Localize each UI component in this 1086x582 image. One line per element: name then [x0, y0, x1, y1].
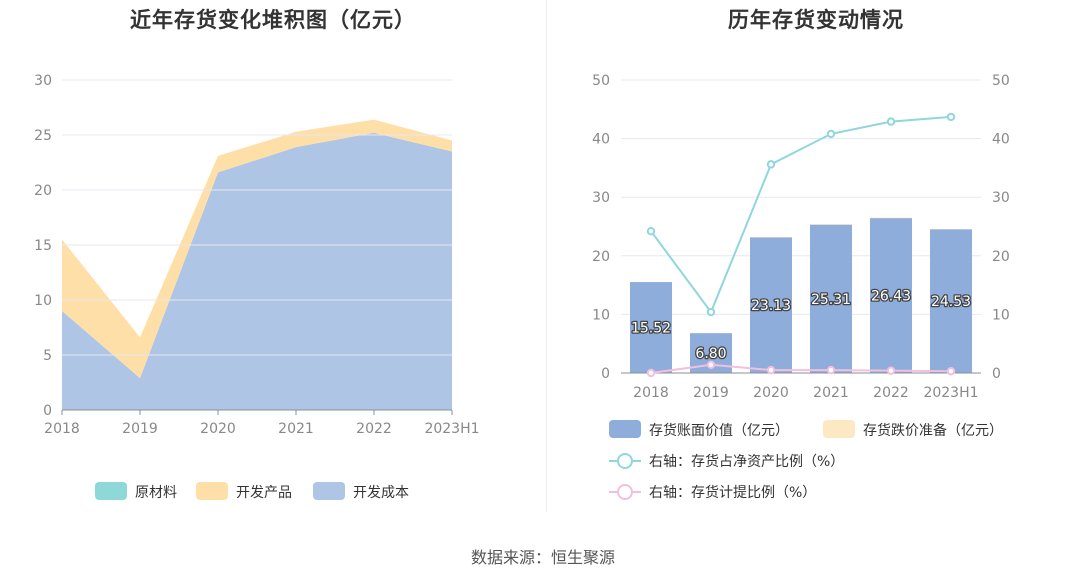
bar-data-label: 23.13 — [751, 298, 791, 314]
line-point — [766, 160, 776, 169]
line-series-0 — [650, 115, 952, 315]
line-point — [886, 366, 896, 375]
bar-data-label: 6.80 — [695, 346, 726, 362]
bar-data-label: 25.31 — [811, 292, 851, 308]
inventory-change-bar-chart: 历年存货变动情况 0 10 20 30 40 50 0 10 20 30 40 50 2018 2019 2… — [546, 0, 1086, 520]
y2-tick-label: 50 — [992, 73, 1010, 89]
panel-divider — [546, 0, 547, 512]
line-point — [946, 112, 956, 122]
legend-label: 右轴：存货计提比例（%） — [649, 484, 816, 501]
bar-book-value — [870, 218, 912, 373]
right-chart-title: 历年存货变动情况 — [728, 8, 904, 32]
line-point — [706, 360, 716, 369]
y-tick-label: 40 — [592, 132, 610, 148]
legend-swatch — [313, 482, 345, 500]
x-tick-label: 2018 — [44, 421, 80, 437]
legend-swatch — [95, 482, 127, 500]
bar-impairment — [870, 217, 912, 219]
line-point — [646, 368, 656, 378]
legend-label: 开发成本 — [353, 485, 409, 501]
legend-label: 右轴：存货占净资产比例（%） — [649, 453, 844, 470]
y2-tick-label: 20 — [992, 249, 1010, 265]
bar-data-label: 15.52 — [631, 321, 671, 337]
y2-tick-label: 40 — [992, 132, 1010, 148]
y2-tick-label: 0 — [992, 366, 1001, 382]
bar-data-label: 24.53 — [931, 294, 971, 310]
x-tick-label: 2019 — [693, 385, 729, 401]
area-series-1 — [62, 119, 452, 379]
x-tick-label: 2023H1 — [923, 385, 978, 401]
y-tick-label: 25 — [34, 128, 52, 144]
x-tick-label: 2023H1 — [424, 421, 479, 437]
x-tick-label: 2020 — [753, 385, 789, 401]
legend-swatch — [823, 420, 855, 438]
x-tick-label: 2019 — [122, 421, 158, 437]
y-tick-label: 0 — [43, 403, 52, 419]
legend-label: 存货跌价准备（亿元） — [863, 422, 1003, 439]
data-source-note: 数据来源：恒生聚源 — [470, 548, 615, 567]
y-tick-label: 30 — [592, 190, 610, 206]
bar-book-value — [810, 224, 852, 373]
x-tick-label: 2020 — [200, 421, 236, 437]
y2-tick-label: 30 — [992, 190, 1010, 206]
line-point — [826, 365, 836, 375]
line-point — [886, 117, 896, 126]
y-tick-label: 20 — [34, 183, 52, 199]
y-tick-label: 5 — [43, 348, 52, 364]
bar-book-value — [930, 229, 972, 373]
x-tick-label: 2021 — [278, 421, 314, 437]
y2-tick-label: 10 — [992, 307, 1010, 323]
right-chart-svg: 0 10 20 30 40 50 0 10 20 30 40 50 2018 2019 2020 2021 20… — [592, 73, 1010, 501]
legend-swatch — [196, 482, 228, 500]
bar-impairment — [750, 236, 792, 238]
y-tick-label: 50 — [592, 73, 610, 89]
y-tick-label: 20 — [592, 249, 610, 265]
legend-label: 原材料 — [135, 485, 177, 501]
line-point — [646, 226, 656, 236]
legend-line-marker — [617, 484, 633, 500]
legend-line-marker — [617, 453, 633, 469]
area-series-2 — [62, 132, 452, 411]
y-tick-label: 30 — [34, 73, 52, 89]
bar-book-value — [630, 282, 672, 373]
left-chart-title: 近年存货变化堆积图（亿元） — [130, 8, 416, 32]
y-tick-label: 10 — [34, 293, 52, 309]
x-tick-label: 2022 — [356, 421, 392, 437]
bar-data-label: 26.43 — [871, 289, 911, 305]
line-point — [946, 367, 956, 376]
line-point — [826, 129, 836, 139]
x-tick-label: 2022 — [873, 385, 909, 401]
x-tick-label: 2018 — [633, 385, 669, 401]
legend-label: 存货账面价值（亿元） — [649, 422, 789, 439]
bar-book-value — [750, 237, 792, 373]
legend-label: 开发产品 — [236, 485, 292, 501]
line-point — [766, 365, 776, 375]
y-tick-label: 10 — [592, 307, 610, 323]
y-tick-label: 0 — [601, 366, 610, 382]
inventory-stacked-area-chart: 近年存货变化堆积图（亿元） 0 5 10 15 20 25 30 2018 2019 2020 20… — [0, 0, 546, 520]
y-tick-label: 15 — [34, 238, 52, 254]
x-tick-label: 2021 — [813, 385, 849, 401]
legend-swatch — [609, 420, 641, 438]
bar-impairment — [810, 224, 852, 225]
line-series-1 — [650, 363, 952, 374]
left-chart-svg: 0 5 10 15 20 25 30 2018 2019 2020 2021 2022 2023H1 原材… — [34, 73, 479, 501]
line-point — [706, 307, 716, 317]
